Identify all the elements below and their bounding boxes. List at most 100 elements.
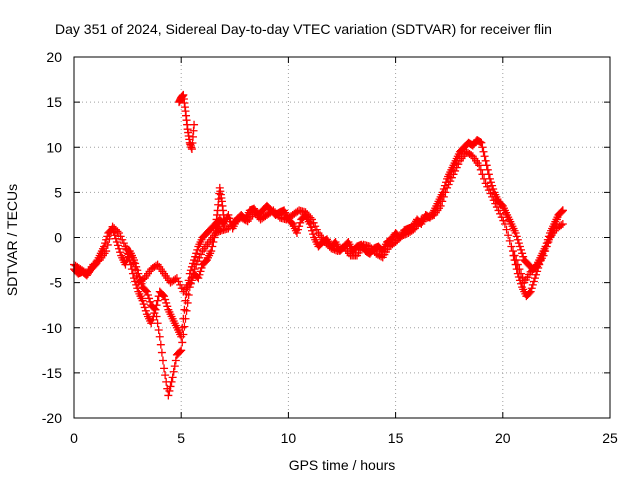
data-point: [113, 241, 122, 250]
data-point: [192, 249, 201, 258]
data-point: [481, 179, 490, 188]
data-point: [444, 180, 453, 189]
x-axis-ticks: 0 5 10 15 20 25: [70, 57, 618, 446]
data-point: [312, 225, 321, 234]
x-tick-label: 25: [602, 430, 618, 446]
data-point: [190, 120, 199, 129]
data-point: [182, 306, 191, 315]
data-point: [519, 252, 528, 261]
data-point: [505, 236, 514, 245]
data-point: [196, 267, 205, 276]
data-point: [532, 270, 541, 279]
data-point: [220, 215, 229, 224]
data-point: [309, 218, 318, 227]
data-point: [443, 183, 452, 192]
y-tick-label: 20: [46, 49, 62, 65]
data-point: [176, 280, 185, 289]
data-point: [154, 326, 163, 335]
chart-title: Day 351 of 2024, Sidereal Day-to-day VTE…: [55, 21, 552, 37]
y-tick-label: 0: [54, 230, 62, 246]
data-point: [193, 257, 202, 266]
data-point: [124, 252, 133, 261]
data-point: [499, 216, 508, 225]
data-point: [169, 367, 178, 376]
data-point: [155, 332, 164, 341]
data-point: [512, 265, 521, 274]
data-point: [439, 192, 448, 201]
data-point: [125, 256, 134, 265]
data-point: [225, 214, 234, 223]
data-point: [128, 269, 137, 278]
data-point: [185, 283, 194, 292]
data-point: [178, 338, 187, 347]
data-point: [197, 263, 206, 272]
data-point: [139, 300, 148, 309]
data-point: [113, 227, 122, 236]
data-point: [487, 178, 496, 187]
data-point: [179, 330, 188, 339]
data-point: [530, 274, 539, 283]
data-point: [486, 189, 495, 198]
data-point: [209, 238, 218, 247]
data-point: [142, 287, 151, 296]
data-point: [452, 163, 461, 172]
data-point: [436, 201, 445, 210]
data-point: [475, 161, 484, 170]
data-point: [140, 303, 149, 312]
data-point: [538, 251, 547, 260]
data-point: [311, 222, 320, 231]
y-tick-label: -20: [42, 410, 62, 426]
data-points: [70, 90, 567, 400]
data-point: [480, 152, 489, 161]
data-point: [210, 233, 219, 242]
data-point: [504, 231, 513, 240]
data-point: [207, 247, 216, 256]
data-point: [446, 177, 455, 186]
data-point: [306, 223, 315, 232]
data-point: [123, 249, 132, 258]
data-point: [477, 138, 486, 147]
data-point: [292, 228, 301, 237]
data-point: [483, 182, 492, 191]
data-point: [502, 225, 511, 234]
data-point: [551, 219, 560, 228]
data-point: [489, 196, 498, 205]
data-point: [507, 242, 516, 251]
data-point: [177, 346, 186, 355]
data-point: [525, 288, 534, 297]
data-point: [488, 192, 497, 201]
data-point: [106, 228, 115, 237]
data-point: [491, 199, 500, 208]
y-tick-label: 10: [46, 139, 62, 155]
data-point: [500, 219, 509, 228]
data-point: [514, 239, 523, 248]
data-point: [158, 291, 167, 300]
data-point: [190, 256, 199, 265]
data-point: [518, 249, 527, 258]
data-point: [152, 312, 161, 321]
data-point: [164, 391, 173, 400]
data-point: [193, 245, 202, 254]
data-point: [165, 386, 174, 395]
data-point: [172, 274, 181, 283]
data-point: [484, 186, 493, 195]
data-point: [307, 226, 316, 235]
data-point: [161, 295, 170, 304]
data-point: [158, 356, 167, 365]
data-point: [141, 286, 150, 295]
x-tick-label: 20: [495, 430, 511, 446]
data-point: [143, 291, 152, 300]
data-point: [130, 274, 139, 283]
data-point: [116, 232, 125, 241]
data-point: [100, 242, 109, 251]
data-point: [476, 138, 485, 147]
data-point: [478, 143, 487, 152]
data-point: [162, 298, 171, 307]
data-point: [527, 284, 536, 293]
data-point: [170, 362, 179, 371]
data-point: [517, 279, 526, 288]
data-point: [133, 284, 142, 293]
y-tick-label: 15: [46, 94, 62, 110]
data-point: [533, 267, 542, 276]
data-point: [180, 322, 189, 331]
